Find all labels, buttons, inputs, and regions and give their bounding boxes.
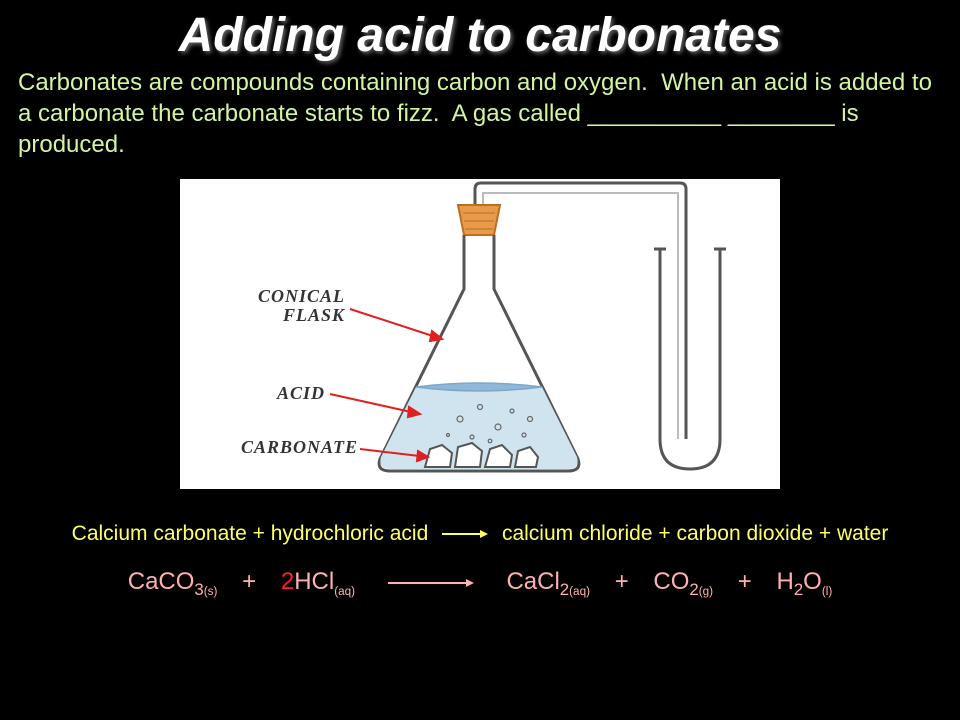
word-eq-lhs: Calcium carbonate + hydrochloric acid <box>72 522 429 545</box>
arrow-icon <box>440 522 490 546</box>
term-cacl2: CaCl2(aq) <box>506 568 590 595</box>
word-eq-rhs: calcium chloride + carbon dioxide + wate… <box>502 522 888 545</box>
term-co2: CO2(g) <box>653 568 713 595</box>
plus-sign: + <box>615 568 629 595</box>
term-hcl: 2HCl(aq) <box>281 568 355 595</box>
apparatus-diagram: CONICAL FLASK ACID CARBONATE <box>180 179 780 489</box>
intro-text: Carbonates are compounds containing carb… <box>0 63 960 161</box>
label-conical-flask: CONICAL FLASK <box>220 287 345 327</box>
arrow-icon <box>386 569 476 597</box>
term-h2o: H2O(l) <box>776 568 832 595</box>
page-title: Adding acid to carbonates <box>0 0 960 63</box>
diagram-container: CONICAL FLASK ACID CARBONATE <box>0 179 960 494</box>
chemical-equation: CaCO3(s) + 2HCl(aq) CaCl2(aq) + CO2(g) +… <box>0 568 960 600</box>
word-equation: Calcium carbonate + hydrochloric acid ca… <box>0 522 960 546</box>
plus-sign: + <box>242 568 256 595</box>
plus-sign: + <box>738 568 752 595</box>
label-acid: ACID <box>260 383 325 404</box>
term-caco3: CaCO3(s) <box>128 568 218 595</box>
label-carbonate: CARBONATE <box>208 437 358 458</box>
